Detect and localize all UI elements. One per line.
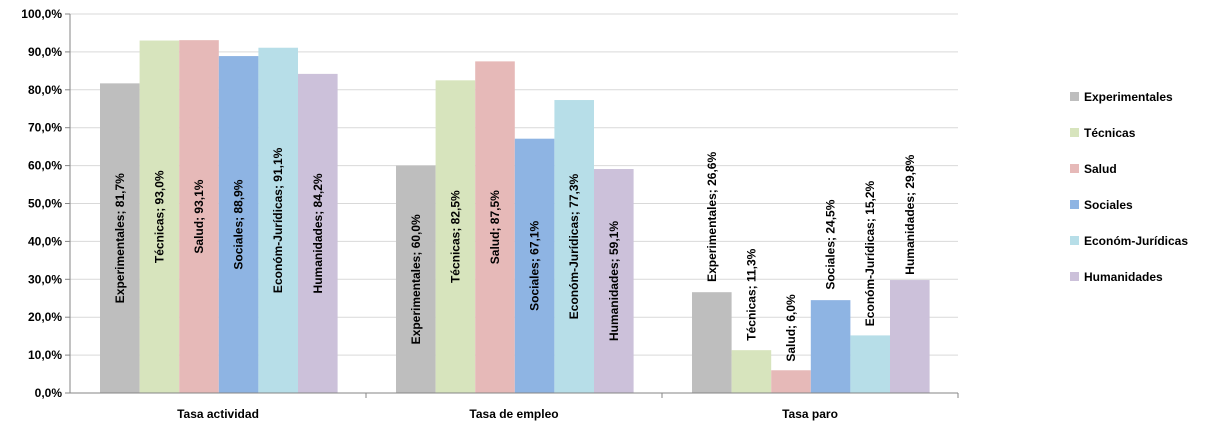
data-label: Sociales; 67,1%	[528, 220, 542, 310]
y-tick-label: 10,0%	[28, 348, 62, 362]
y-tick-label: 30,0%	[28, 272, 62, 286]
bar	[594, 169, 634, 393]
x-category-label: Tasa actividad	[177, 407, 259, 421]
data-label: Humanidades; 29,8%	[903, 154, 917, 274]
legend-label: Sociales	[1084, 198, 1133, 212]
axes: 0,0% 10,0% 20,0% 30,0% 40,0% 50,0% 60,0% 70,0% 8…	[21, 7, 959, 421]
bar	[692, 292, 732, 393]
y-tick-label: 40,0%	[28, 234, 62, 248]
y-tick-label: 50,0%	[28, 197, 62, 211]
legend-label: Experimentales	[1084, 90, 1173, 104]
legend-swatch	[1070, 236, 1079, 245]
legend-swatch	[1070, 128, 1079, 137]
data-label: Experimentales; 60,0%	[409, 214, 423, 344]
bar	[475, 61, 515, 393]
data-labels: Experimentales; 81,7% Experimentales; 60,…	[113, 147, 917, 361]
legend-label: Humanidades	[1084, 270, 1163, 284]
bar	[554, 100, 594, 394]
data-label: Económ-Jurídicas; 91,1%	[271, 147, 285, 293]
bar	[850, 335, 890, 393]
x-category-label: Tasa paro	[782, 407, 838, 421]
data-label: Salud; 6,0%	[784, 294, 798, 362]
data-label: Técnicas; 11,3%	[744, 248, 758, 340]
legend: Experimentales Técnicas Salud Sociales Econó…	[1070, 90, 1188, 284]
data-label: Humanidades; 84,2%	[311, 173, 325, 293]
bar	[258, 47, 298, 394]
data-label: Experimentales; 81,7%	[113, 173, 127, 303]
y-tick-label: 100,0%	[21, 7, 62, 21]
legend-label: Salud	[1084, 162, 1117, 176]
data-label: Técnicas; 82,5%	[448, 190, 462, 283]
bar	[731, 350, 772, 393]
data-label: Humanidades; 59,1%	[607, 221, 621, 341]
bars	[100, 40, 930, 394]
y-tick-label: 80,0%	[28, 83, 62, 97]
legend-swatch	[1070, 272, 1079, 281]
legend-swatch	[1070, 200, 1079, 209]
bar	[100, 83, 140, 394]
data-label: Sociales; 24,5%	[824, 199, 838, 289]
legend-label: Técnicas	[1084, 126, 1136, 140]
data-label: Económ-Jurídicas; 77,3%	[567, 173, 581, 319]
bar	[298, 73, 338, 394]
data-label: Sociales; 88,9%	[232, 179, 246, 269]
data-label: Económ-Jurídicas; 15,2%	[863, 180, 877, 326]
y-tick-label: 90,0%	[28, 45, 62, 59]
bar	[396, 165, 436, 393]
x-category-label: Tasa de empleo	[469, 407, 558, 421]
bar	[435, 80, 476, 393]
data-label: Técnicas; 93,0%	[152, 170, 166, 263]
bar	[771, 370, 811, 393]
bar	[139, 40, 180, 393]
data-label: Salud; 93,1%	[192, 179, 206, 253]
y-tick-label: 0,0%	[35, 386, 63, 400]
data-label: Experimentales; 26,6%	[705, 152, 719, 282]
y-tick-label: 70,0%	[28, 121, 62, 135]
y-tick-label: 20,0%	[28, 310, 62, 324]
bar	[810, 300, 851, 393]
bar	[890, 280, 930, 393]
y-tick-label: 60,0%	[28, 159, 62, 173]
bar	[514, 138, 555, 393]
legend-label: Económ-Jurídicas	[1084, 234, 1188, 248]
legend-swatch	[1070, 164, 1079, 173]
bar	[218, 56, 259, 393]
legend-swatch	[1070, 92, 1079, 101]
data-label: Salud; 87,5%	[488, 190, 502, 264]
bar	[179, 40, 219, 393]
